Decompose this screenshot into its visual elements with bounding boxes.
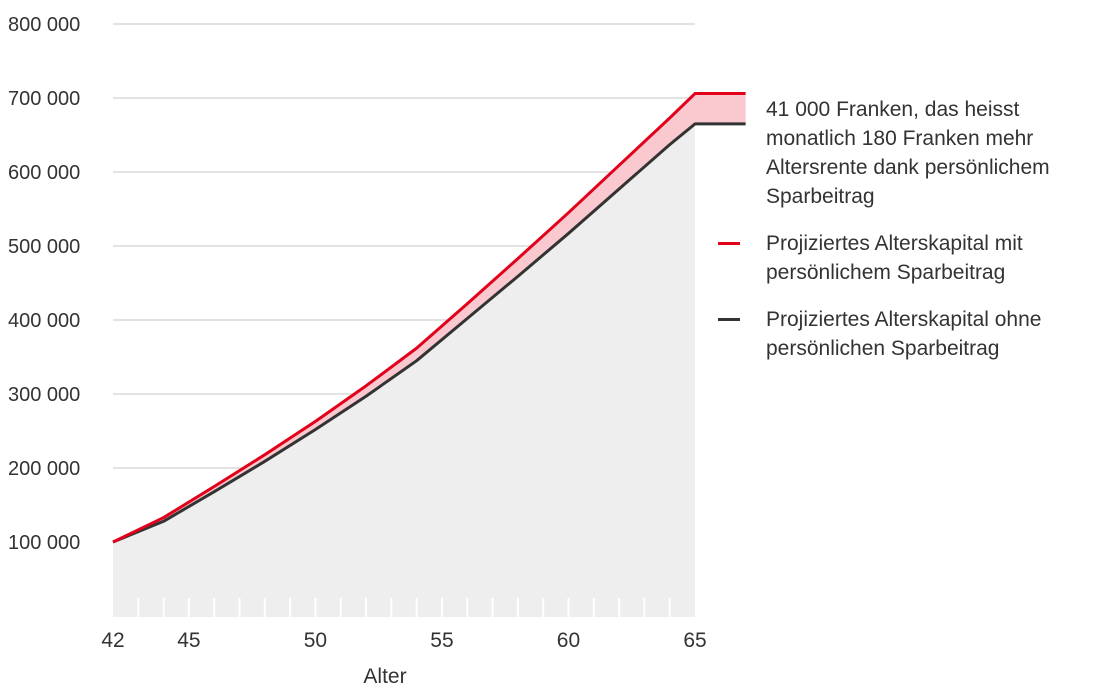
x-minor-ticks <box>137 598 671 617</box>
x-tick-label: 65 <box>683 629 706 652</box>
y-tick-label: 200 000 <box>8 458 80 480</box>
y-tick-label: 100 000 <box>8 532 80 554</box>
legend-swatch-dark <box>718 318 740 321</box>
legend-label-without-contribution: Projiziertes Alterskapital ohne persönli… <box>766 308 1042 360</box>
y-tick-label: 700 000 <box>8 88 80 110</box>
series-line-with-contribution <box>112 92 746 544</box>
x-tick-label: 42 <box>101 629 124 652</box>
legend-item-with-contribution: Projiziertes Alterskapital mit persönlic… <box>718 229 1113 287</box>
x-tick-label: 45 <box>177 629 200 652</box>
legend-label-with-contribution: Projiziertes Alterskapital mit persönlic… <box>766 232 1023 284</box>
x-tick-label: 55 <box>430 629 453 652</box>
legend-swatch-red <box>718 242 740 245</box>
y-tick-label: 800 000 <box>8 14 80 36</box>
y-tick-label: 500 000 <box>8 236 80 258</box>
y-tick-label: 300 000 <box>8 384 80 406</box>
y-tick-labels: 100 000 200 000 300 000 400 000 500 000 600 0… <box>8 14 80 554</box>
series-lines <box>112 92 746 544</box>
y-tick-label: 400 000 <box>8 310 80 332</box>
legend-item-without-contribution: Projiziertes Alterskapital ohne persönli… <box>718 305 1113 363</box>
difference-annotation: 41 000 Franken, das heisst monatlich 180… <box>766 98 1050 208</box>
y-tick-label: 600 000 <box>8 162 80 184</box>
series-line-without-contribution <box>112 122 746 544</box>
x-axis-title: Alter <box>363 665 406 688</box>
difference-area <box>113 93 746 542</box>
x-tick-label: 50 <box>304 629 327 652</box>
legend: 41 000 Franken, das heisst monatlich 180… <box>718 95 1113 363</box>
x-tick-labels: 42 45 50 55 60 65 <box>101 629 706 652</box>
x-tick-label: 60 <box>557 629 580 652</box>
